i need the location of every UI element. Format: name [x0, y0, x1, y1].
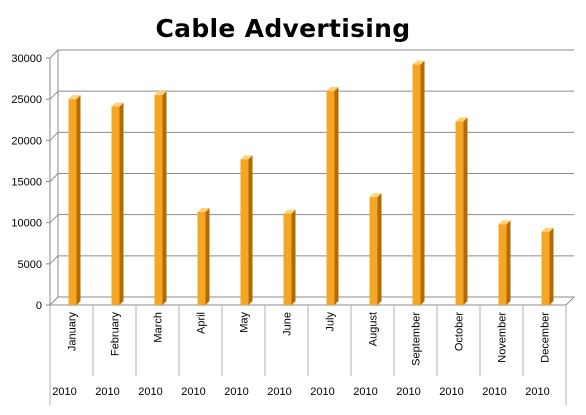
x-group-label: 2010 [482, 386, 506, 398]
chart-title: Cable Advertising [155, 14, 411, 43]
bar [326, 90, 335, 305]
bar-top [412, 60, 425, 65]
y-tick-label: 10000 [11, 218, 42, 230]
x-category-label: April [196, 312, 208, 334]
bar [197, 211, 206, 305]
x-group-label: 2010 [224, 386, 248, 398]
bar-top [197, 207, 210, 212]
bar-top [240, 155, 253, 160]
bar-side [377, 193, 382, 305]
bar [541, 231, 550, 305]
bar-side [205, 207, 210, 305]
bar-top [68, 95, 81, 100]
x-category-label: September [411, 312, 423, 366]
bar-side [119, 102, 124, 306]
x-group-label: 2010 [525, 386, 549, 398]
bar-side [334, 86, 339, 305]
x-group-label: 2010 [52, 386, 76, 398]
bar-top [283, 209, 296, 214]
bar-top [326, 86, 339, 91]
chart-floor [48, 296, 576, 306]
bar-top [455, 117, 468, 122]
x-category-label: November [497, 312, 509, 363]
bar [240, 159, 249, 305]
y-tick-label: 15000 [11, 177, 42, 189]
bar-top [154, 91, 167, 96]
bar-side [248, 155, 253, 305]
grid-diagonal [49, 90, 59, 100]
bar-top [498, 220, 511, 225]
x-group-label: 2010 [439, 386, 463, 398]
bar-side [420, 60, 425, 305]
x-group-label: 2010 [95, 386, 119, 398]
y-tick-label: 0 [36, 300, 42, 312]
grid-diagonal [49, 49, 59, 59]
bar-top [541, 227, 554, 232]
bar [283, 213, 292, 305]
bar [498, 224, 507, 305]
x-category-label: June [282, 312, 294, 336]
bar-side [76, 95, 81, 306]
x-category-label: October [454, 312, 466, 351]
y-tick-label: 30000 [11, 53, 42, 65]
bar [68, 99, 77, 306]
grid-diagonal [49, 214, 59, 224]
x-group-label: 2010 [138, 386, 162, 398]
x-category-label: July [325, 312, 337, 332]
bar-side [549, 227, 554, 305]
y-tick-label: 25000 [11, 94, 42, 106]
x-category-label: December [540, 312, 552, 363]
bar-side [162, 91, 167, 305]
x-category-label: February [110, 312, 122, 357]
grid-diagonal [49, 173, 59, 182]
x-group-label: 2010 [353, 386, 377, 398]
bar [369, 197, 378, 305]
bar-top [111, 102, 124, 107]
bar [455, 121, 464, 305]
bar [412, 64, 421, 305]
x-category-label: May [239, 312, 251, 333]
bar [111, 106, 120, 306]
grid-diagonal [49, 131, 59, 141]
y-tick-label: 5000 [18, 259, 42, 271]
x-category-label: August [368, 312, 380, 346]
bar-side [506, 220, 511, 305]
x-group-label: 2010 [396, 386, 420, 398]
bar-side [463, 117, 468, 305]
x-group-label: 2010 [310, 386, 334, 398]
bar-top [369, 193, 382, 198]
grid-diagonal [49, 255, 59, 265]
x-category-label: January [67, 312, 79, 352]
bar [154, 95, 163, 305]
x-group-label: 2010 [181, 386, 205, 398]
x-category-label: March [153, 312, 165, 343]
bar-side [291, 209, 296, 305]
x-group-label: 2010 [267, 386, 291, 398]
y-tick-label: 20000 [11, 135, 42, 147]
